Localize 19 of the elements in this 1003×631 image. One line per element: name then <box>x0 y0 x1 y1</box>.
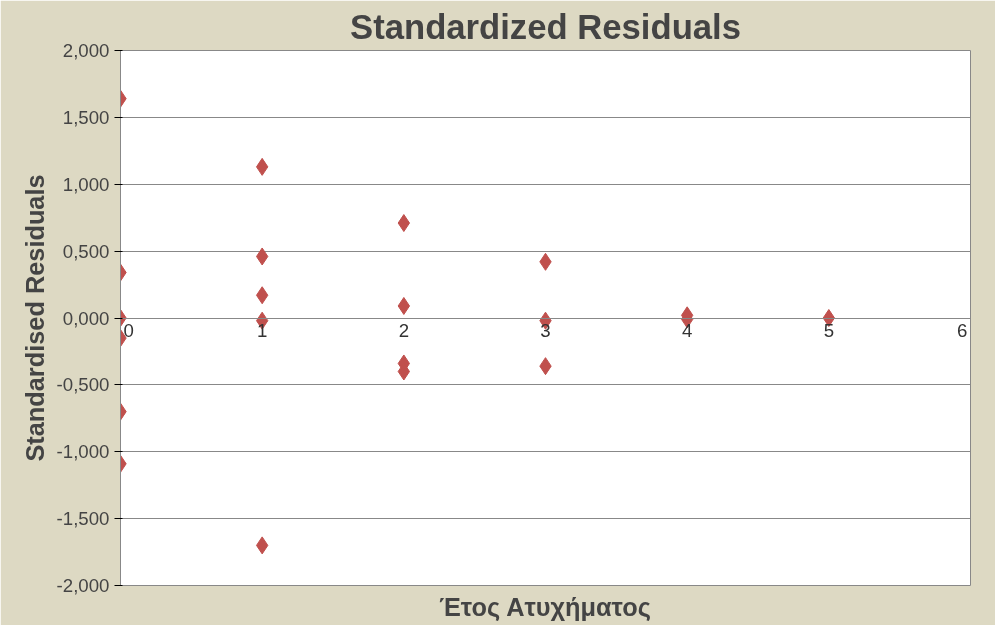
y-tick-label: -1,500 <box>56 508 110 530</box>
x-tick-label: 0 <box>123 320 134 341</box>
y-tick-label: -0,500 <box>56 374 110 396</box>
y-tick-label: 0,000 <box>62 307 110 329</box>
x-tick-label: 3 <box>540 320 551 341</box>
y-tick-label: -1,000 <box>56 441 110 463</box>
y-tick-label: 2,000 <box>62 40 110 61</box>
x-tick-label: 2 <box>398 320 410 341</box>
x-axis-title: Έτος Ατυχήματος <box>439 592 651 622</box>
y-tick-label: 1,000 <box>62 173 110 195</box>
y-axis-title: Standardised Residuals <box>20 174 49 462</box>
chart-title: Standardized Residuals <box>350 7 741 46</box>
x-tick-label: 6 <box>957 320 968 341</box>
x-tick-label: 1 <box>256 320 268 341</box>
x-tick-label: 5 <box>823 320 835 341</box>
y-tick-label: 1,500 <box>62 106 110 128</box>
x-tick-label: 4 <box>681 320 693 341</box>
y-tick-label: -2,000 <box>56 575 110 596</box>
y-tick-label: 0,500 <box>62 240 110 262</box>
